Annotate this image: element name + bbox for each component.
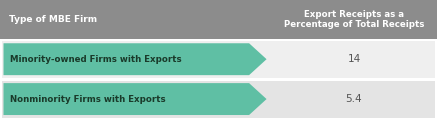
Text: Export Receipts as a
Percentage of Total Receipts: Export Receipts as a Percentage of Total…: [284, 10, 424, 29]
Text: Minority-owned Firms with Exports: Minority-owned Firms with Exports: [10, 55, 182, 64]
Text: Nonminority Firms with Exports: Nonminority Firms with Exports: [10, 95, 166, 104]
Polygon shape: [3, 43, 267, 75]
Text: Type of MBE Firm: Type of MBE Firm: [9, 15, 97, 24]
Polygon shape: [3, 83, 267, 115]
FancyBboxPatch shape: [0, 0, 437, 39]
FancyBboxPatch shape: [2, 81, 435, 118]
FancyBboxPatch shape: [2, 41, 435, 78]
Text: 14: 14: [347, 54, 361, 64]
FancyBboxPatch shape: [2, 78, 435, 81]
Text: 5.4: 5.4: [346, 94, 362, 104]
